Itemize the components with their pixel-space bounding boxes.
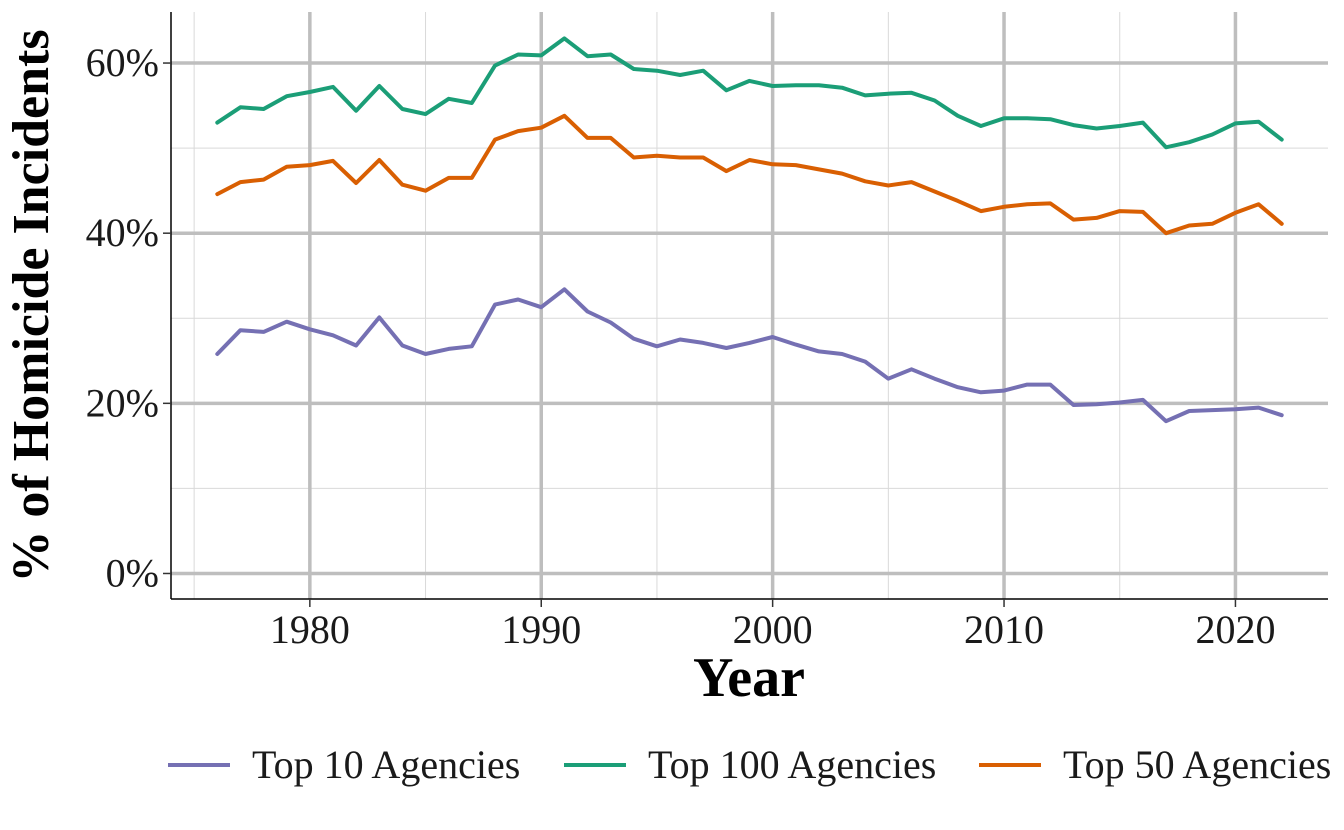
axis-lines [163, 12, 1328, 607]
x-axis-title: Year [693, 647, 805, 709]
x-tick-label: 2010 [964, 607, 1044, 652]
x-tick-label: 1980 [270, 607, 350, 652]
x-tick-label: 1990 [501, 607, 581, 652]
legend-label-top-100-agencies: Top 100 Agencies [648, 742, 936, 787]
legend: Top 10 Agencies Top 100 Agencies Top 50 Ag… [168, 742, 1331, 787]
series-line-top-50-agencies [215, 113, 1284, 236]
y-tick-label: 40% [86, 210, 159, 255]
series-line-top-100-agencies [215, 36, 1284, 150]
y-tick-labels: 0% 20% 40% 60% [86, 40, 159, 595]
y-tick-label: 60% [86, 40, 159, 85]
legend-label-top-10-agencies: Top 10 Agencies [252, 742, 520, 787]
x-tick-label: 2020 [1195, 607, 1275, 652]
x-tick-labels: 1980 1990 2000 2010 2020 [270, 607, 1276, 652]
y-tick-label: 0% [106, 550, 159, 595]
y-tick-label: 20% [86, 380, 159, 425]
y-axis-title: % of Homicide Incidents [3, 29, 60, 582]
legend-label-top-50-agencies: Top 50 Agencies [1063, 742, 1331, 787]
series-line-top-10-agencies [215, 287, 1284, 424]
series-lines [215, 36, 1284, 424]
x-tick-label: 2000 [733, 607, 813, 652]
minor-gridlines [171, 12, 1328, 599]
